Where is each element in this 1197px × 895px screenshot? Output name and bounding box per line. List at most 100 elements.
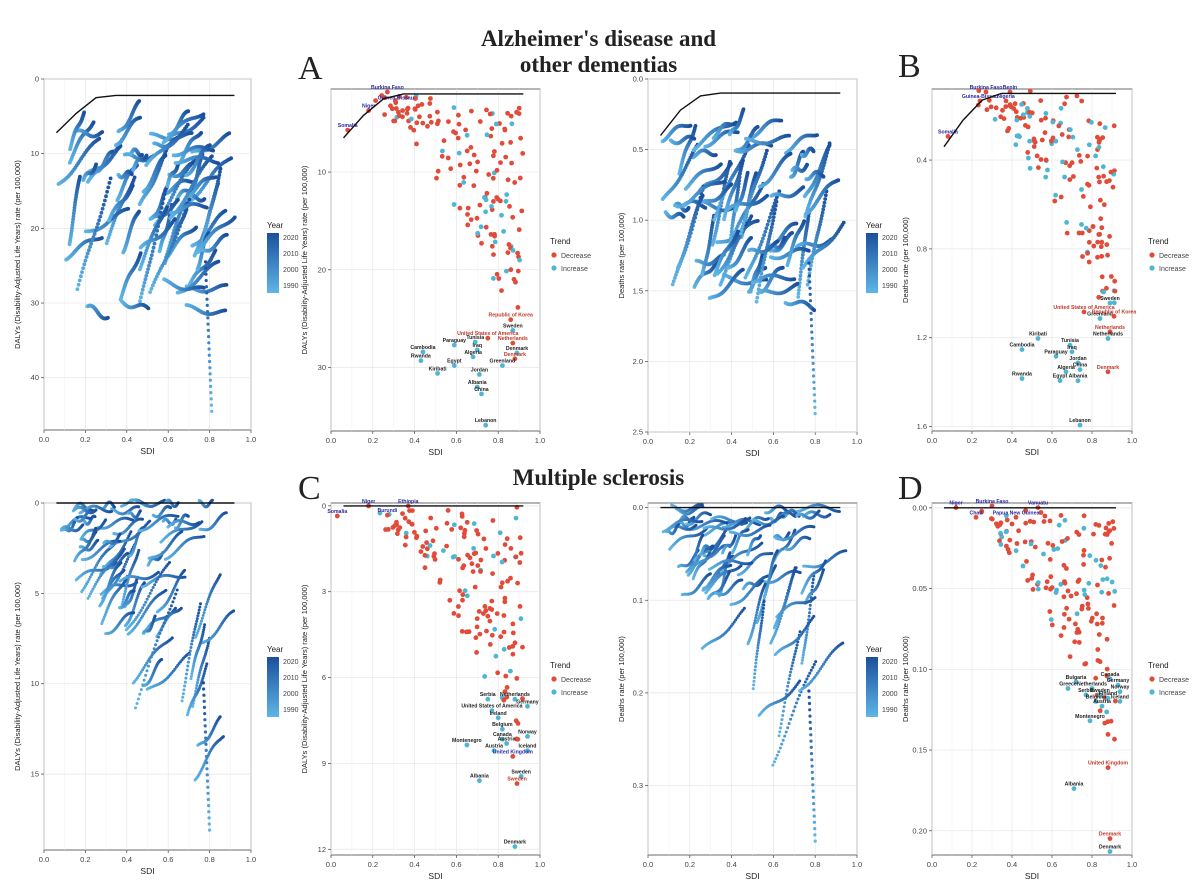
data-point (435, 121, 440, 127)
data-point (491, 276, 496, 281)
series-point (179, 220, 184, 225)
series-point (208, 143, 212, 148)
series-point (104, 194, 108, 199)
series-point (207, 353, 211, 357)
data-point (1097, 137, 1103, 142)
series-point (714, 153, 718, 157)
series-point (138, 251, 143, 256)
data-point (507, 204, 512, 209)
series-point (686, 206, 691, 210)
data-point (484, 107, 489, 113)
data-label: Rwanda (411, 354, 431, 360)
series-point (80, 270, 84, 274)
data-point (1075, 147, 1080, 153)
y-tick-label: 5 (35, 589, 39, 598)
x-tick-label: 0.0 (326, 436, 336, 445)
data-point (1043, 115, 1048, 121)
data-point (1019, 102, 1024, 107)
data-label: Tunisia (466, 335, 484, 341)
x-tick-label: 1.0 (535, 436, 545, 445)
data-point (455, 135, 461, 141)
data-point (1064, 230, 1070, 236)
x-tick-label: 0.4 (1007, 436, 1017, 445)
data-point (509, 160, 514, 166)
series-point (232, 215, 237, 220)
series-point (207, 335, 211, 339)
series-point (722, 179, 727, 184)
series-point (806, 248, 811, 253)
data-label: Burkina Faso (371, 85, 404, 91)
series-point (227, 131, 232, 136)
series-point (688, 123, 693, 128)
series-point (147, 263, 151, 268)
series-point (821, 174, 826, 179)
data-point (993, 105, 999, 111)
data-point (491, 252, 496, 257)
data-point (440, 148, 445, 154)
data-point (1025, 150, 1031, 155)
series-point (167, 201, 171, 206)
data-point (1086, 259, 1092, 265)
data-point (1095, 254, 1100, 260)
series-point (106, 185, 111, 190)
series-point (811, 361, 815, 365)
series-point (97, 136, 102, 141)
series-point (194, 225, 199, 230)
data-label: Egypt (1053, 374, 1068, 380)
data-label: Denmark (1097, 365, 1119, 371)
data-point (1056, 123, 1062, 129)
x-tick-label: 0.2 (80, 435, 90, 444)
x-tick-label: 0.2 (685, 437, 695, 446)
data-point (463, 127, 468, 133)
data-point (984, 107, 990, 113)
series-point (100, 236, 104, 240)
x-tick-label: 0.6 (1047, 436, 1057, 445)
data-point (489, 243, 495, 249)
series-point (89, 241, 93, 246)
series-point (144, 273, 149, 278)
series-point (175, 231, 180, 236)
data-point (1076, 153, 1082, 158)
data-point (1058, 105, 1064, 111)
series-point (208, 378, 212, 382)
series-point (769, 211, 773, 216)
data-point (1100, 164, 1106, 170)
data-point (1083, 225, 1089, 231)
data-point (1096, 174, 1102, 180)
y-axis-label: DALYs (Disability-Adjusted Life Years) r… (300, 165, 309, 354)
series-point (812, 380, 816, 384)
data-point (1104, 179, 1109, 185)
series-point (221, 735, 225, 739)
series-point (211, 148, 216, 153)
series-point (841, 220, 846, 225)
data-point (1043, 111, 1049, 116)
series-point (109, 226, 114, 231)
data-point (1101, 202, 1107, 208)
data-point (1085, 181, 1090, 187)
data-point (1052, 198, 1058, 204)
data-label: Paraguay (443, 338, 466, 344)
data-point (475, 159, 480, 165)
data-point (1099, 274, 1105, 280)
data-point (1099, 225, 1105, 231)
series-point (809, 317, 813, 322)
data-point (1099, 239, 1105, 245)
data-point (1042, 130, 1048, 136)
y-tick-label: 0 (35, 499, 39, 508)
data-point (448, 166, 454, 172)
data-point (427, 101, 433, 106)
series-point (148, 290, 153, 294)
x-tick-label: 0.8 (810, 437, 820, 446)
data-point (499, 140, 505, 146)
data-point (1098, 197, 1103, 203)
data-point (1038, 157, 1044, 162)
data-point (1031, 144, 1037, 150)
series-point (790, 231, 794, 235)
series-point (740, 224, 745, 229)
data-point (491, 199, 496, 204)
data-point (492, 149, 497, 154)
series-point (142, 280, 147, 285)
data-point (1098, 244, 1104, 250)
data-label: China (1073, 363, 1088, 369)
